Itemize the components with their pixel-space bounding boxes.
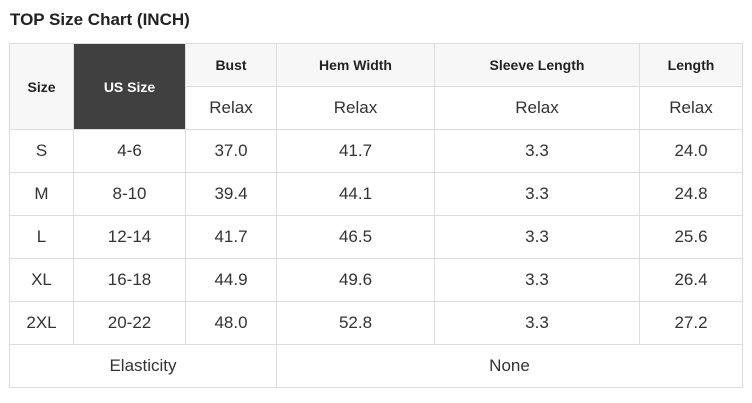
data-cell: 41.7	[185, 215, 277, 259]
data-cell: 3.3	[434, 301, 640, 345]
data-cell: 44.1	[276, 172, 435, 216]
subheader-cell: Relax	[185, 86, 277, 130]
data-cell: 24.0	[639, 129, 743, 173]
data-cell: 8-10	[73, 172, 186, 216]
data-cell: 44.9	[185, 258, 277, 302]
footer-cell: Elasticity	[9, 344, 277, 388]
table-row: Relax Relax Relax Relax	[10, 86, 743, 130]
data-cell: 41.7	[276, 129, 435, 173]
data-cell: 4-6	[73, 129, 186, 173]
data-cell: L	[9, 215, 74, 259]
table-row: Size US Size Bust Hem Width Sleeve Length Len…	[9, 43, 743, 130]
data-cell: 3.3	[434, 258, 640, 302]
table-row: L 12-14 41.7 46.5 3.3 25.6	[9, 215, 743, 259]
data-cell: 3.3	[434, 129, 640, 173]
table-row: S 4-6 37.0 41.7 3.3 24.0	[9, 129, 743, 173]
table-row: 2XL 20-22 48.0 52.8 3.3 27.2	[9, 301, 743, 345]
data-cell: 25.6	[639, 215, 743, 259]
data-cell: 24.8	[639, 172, 743, 216]
subheader-cell: Relax	[434, 86, 640, 130]
header-cell: Length	[639, 43, 743, 87]
header-cell: Sleeve Length	[434, 43, 640, 87]
table-row: XL 16-18 44.9 49.6 3.3 26.4	[9, 258, 743, 302]
data-cell: 20-22	[73, 301, 186, 345]
data-cell: 49.6	[276, 258, 435, 302]
data-cell: 3.3	[434, 215, 640, 259]
subheader-cell: Relax	[639, 86, 743, 130]
table-row: M 8-10 39.4 44.1 3.3 24.8	[9, 172, 743, 216]
data-cell: 27.2	[639, 301, 743, 345]
data-cell: 2XL	[9, 301, 74, 345]
data-cell: 26.4	[639, 258, 743, 302]
data-cell: 37.0	[185, 129, 277, 173]
data-cell: 3.3	[434, 172, 640, 216]
data-cell: 12-14	[73, 215, 186, 259]
data-cell: 52.8	[276, 301, 435, 345]
data-cell: M	[9, 172, 74, 216]
data-cell: 39.4	[185, 172, 277, 216]
title: TOP Size Chart (INCH)	[10, 10, 190, 29]
subheader-cell: Relax	[276, 86, 435, 130]
header-cell: Bust	[185, 43, 277, 87]
header-cell: US Size	[73, 43, 186, 130]
data-cell: 16-18	[73, 258, 186, 302]
size-table: Size US Size Bust Hem Width Sleeve Length Len…	[9, 43, 743, 388]
header-cell: Size	[9, 43, 74, 130]
table-row: Elasticity None	[9, 344, 743, 388]
data-cell: 48.0	[185, 301, 277, 345]
data-cell: XL	[9, 258, 74, 302]
data-cell: 46.5	[276, 215, 435, 259]
data-cell: S	[9, 129, 74, 173]
footer-cell: None	[276, 344, 743, 388]
header-cell: Hem Width	[276, 43, 435, 87]
